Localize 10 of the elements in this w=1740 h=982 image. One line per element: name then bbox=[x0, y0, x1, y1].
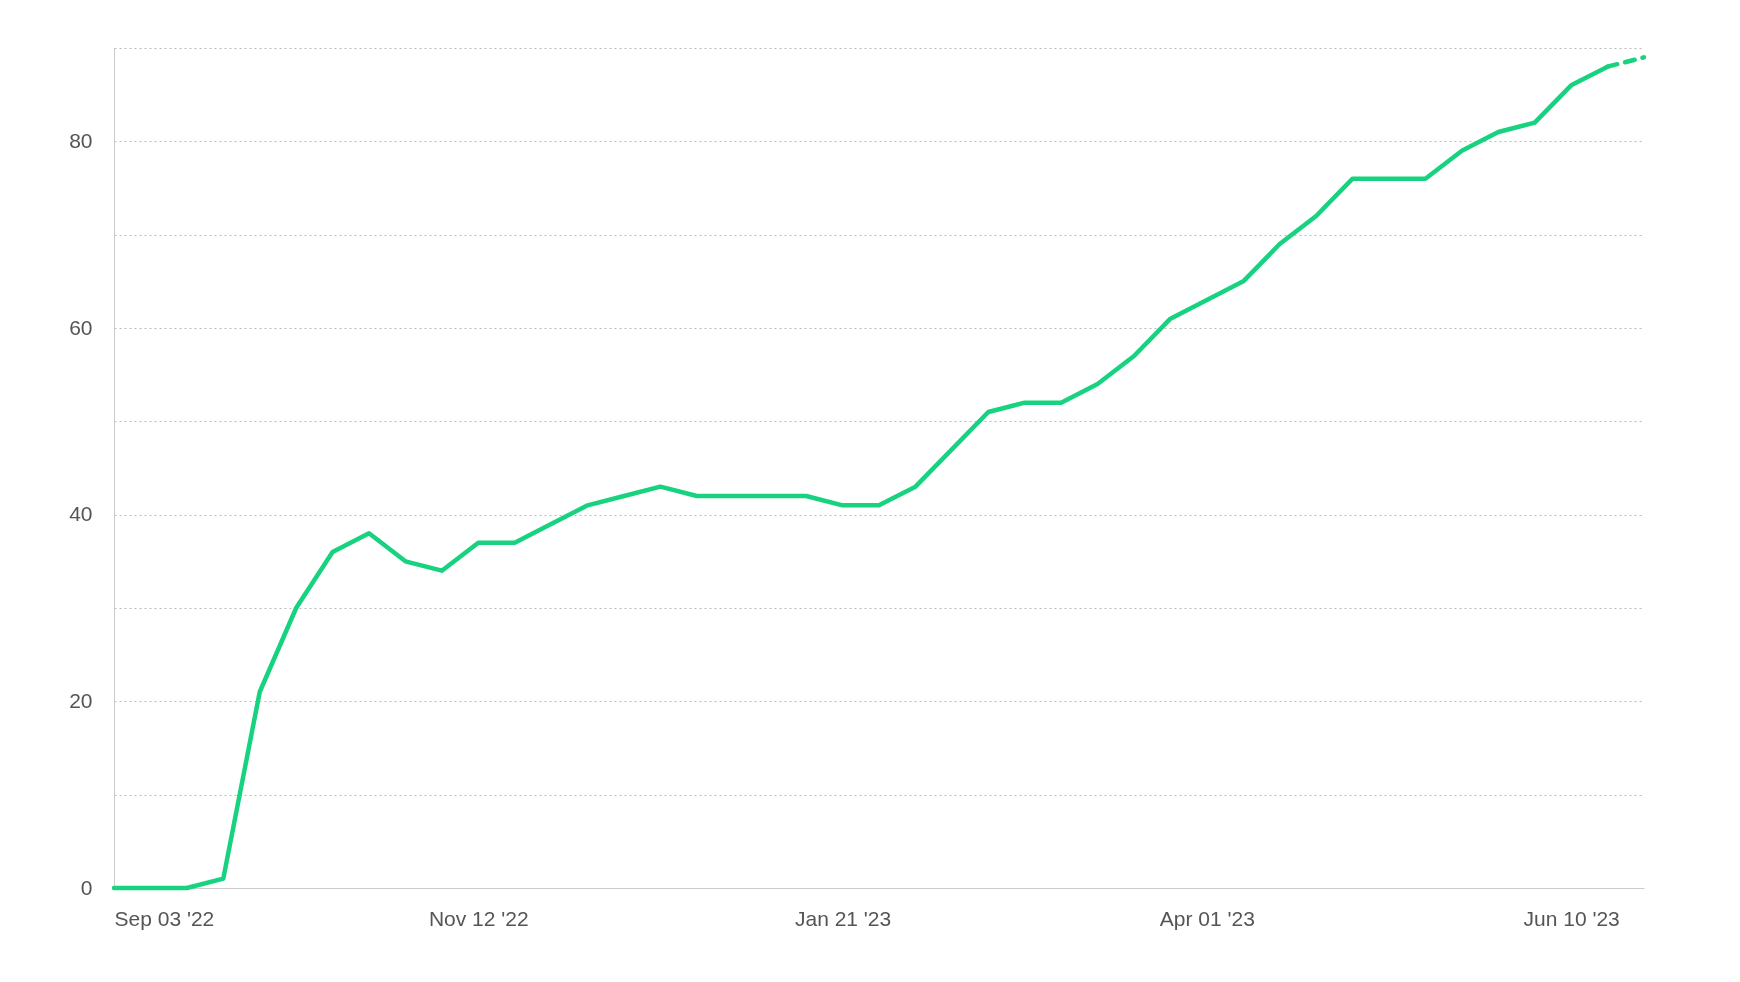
x-tick-label: Jun 10 '23 bbox=[1523, 906, 1620, 930]
y-tick-label: 60 bbox=[69, 315, 93, 339]
y-tick-label: 80 bbox=[69, 128, 93, 152]
x-tick-label: Sep 03 '22 bbox=[114, 906, 215, 930]
x-tick-label: Apr 01 '23 bbox=[1159, 906, 1255, 930]
x-tick-label: Jan 21 '23 bbox=[794, 906, 892, 930]
y-tick-label: 40 bbox=[69, 502, 93, 526]
y-tick-label: 20 bbox=[69, 688, 93, 712]
x-tick-label: Nov 12 '22 bbox=[428, 906, 529, 930]
y-tick-label: 0 bbox=[80, 875, 93, 899]
